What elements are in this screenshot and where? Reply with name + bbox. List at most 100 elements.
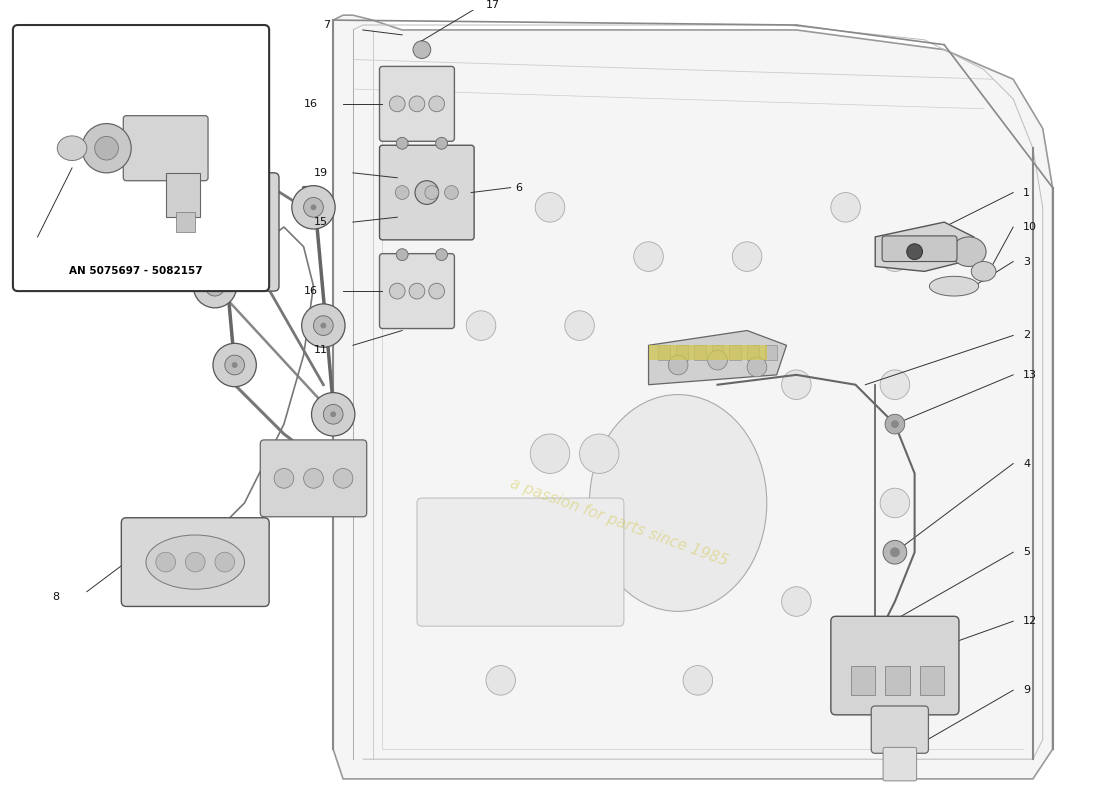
- Circle shape: [323, 405, 343, 424]
- Bar: [166, 173, 200, 217]
- Circle shape: [304, 198, 323, 217]
- Circle shape: [395, 186, 409, 199]
- Bar: [659, 346, 670, 360]
- Text: 10: 10: [1023, 222, 1037, 232]
- Circle shape: [830, 193, 860, 222]
- Ellipse shape: [57, 136, 87, 161]
- Text: 15: 15: [314, 217, 328, 227]
- Circle shape: [310, 204, 317, 210]
- FancyBboxPatch shape: [417, 498, 624, 626]
- Circle shape: [409, 283, 425, 299]
- Bar: [920, 666, 944, 695]
- Circle shape: [330, 411, 337, 418]
- Text: 13: 13: [1023, 370, 1037, 380]
- Circle shape: [437, 193, 466, 222]
- Circle shape: [437, 538, 466, 567]
- Circle shape: [415, 181, 439, 204]
- Polygon shape: [649, 330, 786, 385]
- FancyBboxPatch shape: [883, 747, 916, 781]
- Text: 5: 5: [1023, 547, 1030, 558]
- Text: 16: 16: [304, 99, 318, 109]
- Circle shape: [886, 414, 905, 434]
- Text: 19: 19: [314, 168, 328, 178]
- Circle shape: [707, 350, 727, 370]
- Circle shape: [733, 242, 762, 271]
- Polygon shape: [333, 15, 1053, 779]
- Bar: [151, 262, 176, 282]
- Bar: [850, 666, 876, 695]
- Text: 8: 8: [53, 591, 59, 602]
- Circle shape: [95, 136, 119, 160]
- Ellipse shape: [590, 394, 767, 611]
- Text: 3: 3: [1023, 257, 1030, 266]
- FancyBboxPatch shape: [882, 236, 957, 262]
- Circle shape: [156, 552, 176, 572]
- Circle shape: [425, 186, 439, 199]
- Text: a passion for parts since 1985: a passion for parts since 1985: [508, 476, 730, 570]
- Circle shape: [232, 362, 238, 368]
- Ellipse shape: [146, 535, 244, 589]
- Circle shape: [429, 96, 444, 112]
- Polygon shape: [876, 222, 974, 271]
- Circle shape: [782, 370, 811, 399]
- Circle shape: [205, 212, 244, 252]
- Circle shape: [214, 552, 234, 572]
- Circle shape: [429, 283, 444, 299]
- Circle shape: [906, 244, 923, 259]
- Circle shape: [195, 158, 214, 178]
- Circle shape: [184, 146, 227, 190]
- Circle shape: [224, 355, 244, 375]
- FancyBboxPatch shape: [871, 706, 928, 754]
- Circle shape: [580, 434, 619, 474]
- FancyBboxPatch shape: [379, 66, 454, 142]
- FancyBboxPatch shape: [123, 116, 208, 181]
- Bar: [176, 212, 195, 232]
- Text: 16: 16: [304, 286, 318, 296]
- Circle shape: [880, 666, 910, 695]
- FancyBboxPatch shape: [379, 146, 474, 240]
- Circle shape: [530, 434, 570, 474]
- Ellipse shape: [971, 262, 996, 282]
- Text: 7: 7: [323, 20, 330, 30]
- Bar: [747, 346, 759, 360]
- FancyBboxPatch shape: [261, 440, 366, 517]
- Circle shape: [891, 420, 899, 428]
- Circle shape: [389, 283, 405, 299]
- Bar: [694, 346, 706, 360]
- Circle shape: [301, 304, 345, 347]
- Circle shape: [444, 186, 459, 199]
- Circle shape: [409, 96, 425, 112]
- Bar: [676, 346, 688, 360]
- Text: 6: 6: [516, 182, 522, 193]
- Circle shape: [634, 242, 663, 271]
- Circle shape: [311, 393, 355, 436]
- Bar: [151, 222, 176, 242]
- Circle shape: [274, 469, 294, 488]
- Circle shape: [880, 242, 910, 271]
- Circle shape: [536, 193, 564, 222]
- Circle shape: [536, 586, 564, 616]
- Bar: [712, 346, 724, 360]
- Bar: [649, 346, 767, 360]
- Text: 18: 18: [28, 246, 42, 257]
- Circle shape: [466, 311, 496, 340]
- Text: 2: 2: [1023, 330, 1030, 341]
- FancyBboxPatch shape: [121, 518, 270, 606]
- Circle shape: [389, 96, 405, 112]
- Text: 11: 11: [314, 346, 328, 355]
- Circle shape: [782, 586, 811, 616]
- FancyBboxPatch shape: [13, 25, 270, 291]
- Text: 17: 17: [486, 0, 500, 10]
- Circle shape: [683, 666, 713, 695]
- Circle shape: [883, 541, 906, 564]
- Circle shape: [314, 316, 333, 335]
- Circle shape: [194, 265, 236, 308]
- Circle shape: [292, 186, 336, 229]
- Bar: [729, 346, 741, 360]
- Circle shape: [205, 276, 224, 296]
- Circle shape: [880, 488, 910, 518]
- Circle shape: [213, 343, 256, 386]
- Circle shape: [202, 165, 208, 171]
- Circle shape: [412, 41, 431, 58]
- Circle shape: [436, 138, 448, 149]
